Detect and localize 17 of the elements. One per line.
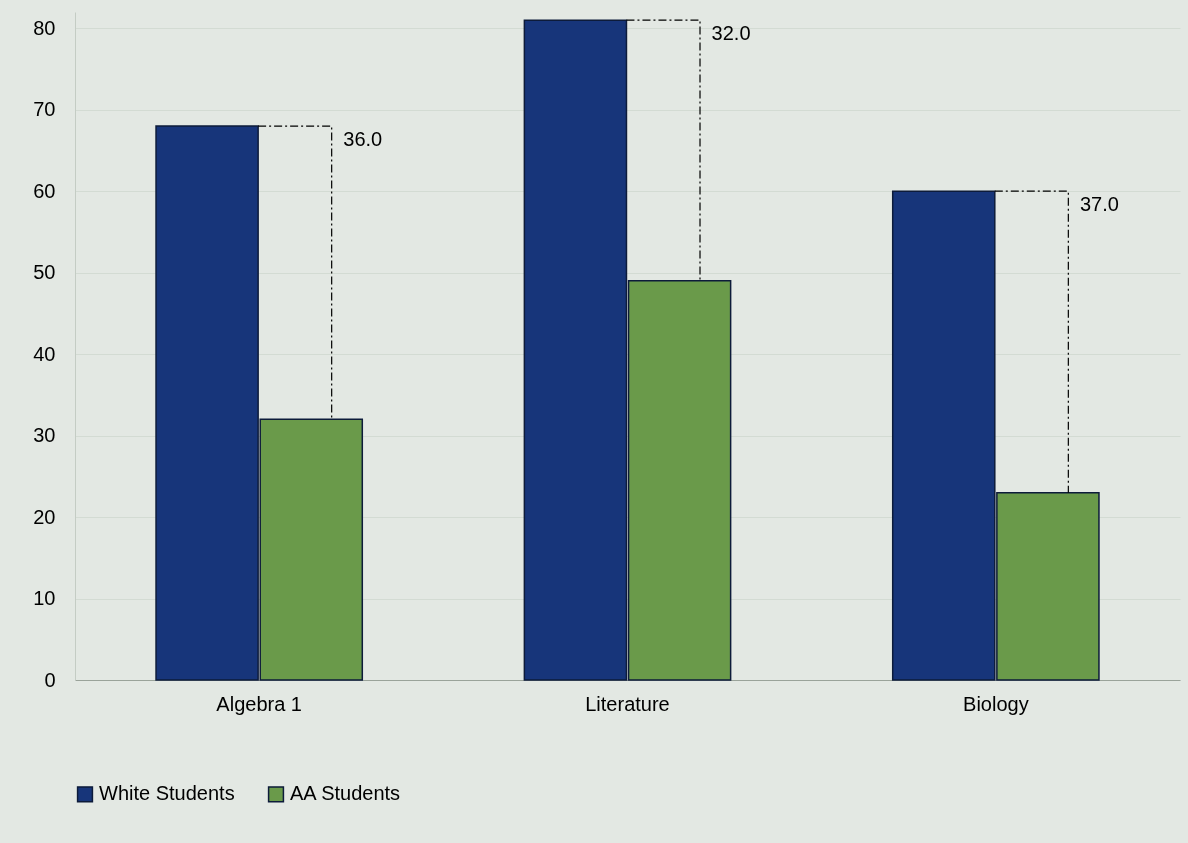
y-tick-label: 10: [33, 587, 56, 610]
y-tick-label: 0: [44, 668, 56, 691]
y-tick-label: 20: [33, 505, 56, 528]
legend-label: AA Students: [290, 782, 401, 805]
legend-label: White Students: [99, 782, 235, 805]
x-tick-label: Biology: [963, 692, 1029, 715]
y-tick-label: 50: [33, 261, 56, 284]
annotation: 37.0: [1079, 193, 1119, 216]
annotation: 32.0: [711, 22, 751, 45]
y-tick-label: 30: [33, 424, 56, 447]
x-tick-label: Algebra 1: [216, 692, 302, 715]
y-tick-label: 70: [33, 98, 56, 121]
y-tick-label: 60: [33, 179, 56, 202]
x-tick-label: Literature: [585, 692, 670, 715]
y-tick-label: 40: [33, 342, 56, 365]
annotation: 36.0: [343, 128, 383, 151]
y-tick-label: 80: [33, 16, 56, 39]
